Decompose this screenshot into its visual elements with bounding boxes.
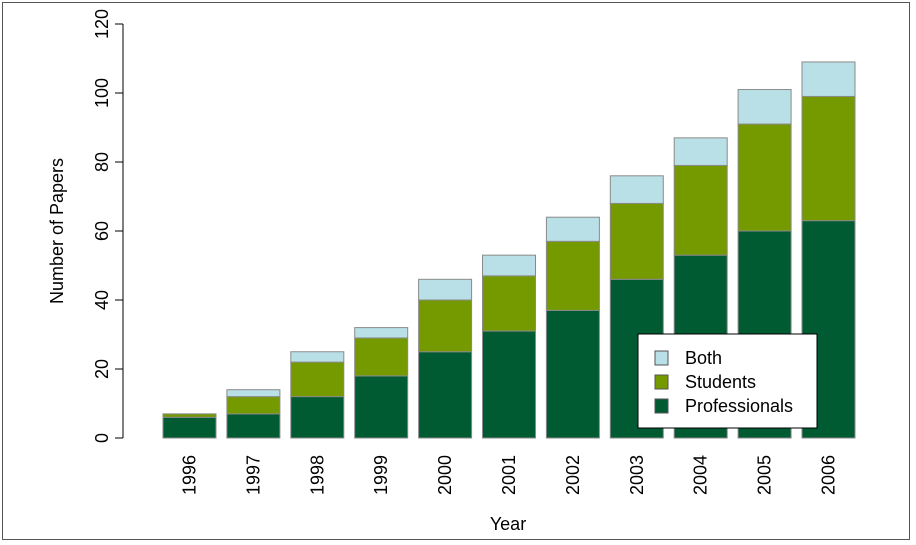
y-tick-label: 60 xyxy=(92,221,112,241)
y-tick-label: 120 xyxy=(92,9,112,39)
x-tick-label: 2000 xyxy=(435,455,455,495)
bar-segment-both-2002 xyxy=(545,216,600,242)
bar-segment-both-2000 xyxy=(418,278,473,301)
bar-segment-students-1998 xyxy=(290,361,345,398)
legend-label-both: Both xyxy=(685,348,722,368)
y-tick-label: 20 xyxy=(92,359,112,379)
bar-segment-professionals-1996 xyxy=(162,416,217,439)
bar-segment-students-2006 xyxy=(801,95,856,222)
legend-label-students: Students xyxy=(685,372,756,392)
y-axis: 0 20 40 60 80 100 120 xyxy=(92,9,124,443)
x-axis-label: Year xyxy=(490,514,526,534)
x-tick-label: 2006 xyxy=(819,455,839,495)
y-axis-label: Number of Papers xyxy=(47,158,67,304)
bar-segment-professionals-2000 xyxy=(418,351,473,439)
bar-segment-both-2005 xyxy=(737,89,792,125)
x-tick-label: 1998 xyxy=(307,455,327,495)
bar-segment-students-2001 xyxy=(482,275,536,332)
legend-swatch-students xyxy=(654,374,669,390)
y-tick-label: 100 xyxy=(92,78,112,108)
bar-segment-professionals-2002 xyxy=(545,309,600,439)
bar-segment-professionals-2001 xyxy=(482,330,536,439)
x-tick-label: 1996 xyxy=(180,455,200,495)
y-tick-label: 80 xyxy=(92,152,112,172)
x-tick-label: 2004 xyxy=(691,455,711,495)
bar-segment-both-2004 xyxy=(673,137,728,166)
x-tick-label: 2003 xyxy=(627,455,647,495)
bar-segment-both-1998 xyxy=(290,351,345,363)
y-tick-label: 40 xyxy=(92,290,112,310)
bar-segment-both-2003 xyxy=(609,175,664,204)
bar-segment-students-2003 xyxy=(609,202,664,280)
x-tick-label: 1999 xyxy=(371,455,391,495)
bar-segment-students-2000 xyxy=(418,299,473,353)
bar-segment-both-1999 xyxy=(354,327,409,339)
bar-segment-both-2001 xyxy=(482,254,536,277)
bar-segment-students-1999 xyxy=(354,337,409,377)
bar-segment-students-1996 xyxy=(162,413,217,418)
bar-segment-students-2004 xyxy=(673,164,728,256)
bar-segment-students-1997 xyxy=(226,396,281,415)
legend: Both Students Professionals xyxy=(637,333,818,429)
x-tick-label: 1997 xyxy=(243,455,263,495)
x-tick-label: 2005 xyxy=(755,455,775,495)
bar-segment-professionals-1998 xyxy=(290,396,345,439)
legend-label-professionals: Professionals xyxy=(685,396,793,416)
y-tick-label: 0 xyxy=(92,433,112,443)
bar-segment-students-2002 xyxy=(545,240,600,311)
bar-segment-both-2006 xyxy=(801,61,856,97)
bars xyxy=(162,61,856,439)
x-axis-tick-labels: 1996 1997 1998 1999 2000 2001 2002 2003 2004 2005… xyxy=(180,455,839,495)
x-tick-label: 2001 xyxy=(499,455,519,495)
bar-segment-professionals-1999 xyxy=(354,375,409,439)
bar-segment-students-2005 xyxy=(737,123,792,232)
legend-swatch-professionals xyxy=(654,398,669,414)
bar-segment-both-1997 xyxy=(226,389,281,398)
legend-swatch-both xyxy=(654,350,669,366)
x-tick-label: 2002 xyxy=(563,455,583,495)
bar-segment-professionals-1997 xyxy=(226,413,281,439)
